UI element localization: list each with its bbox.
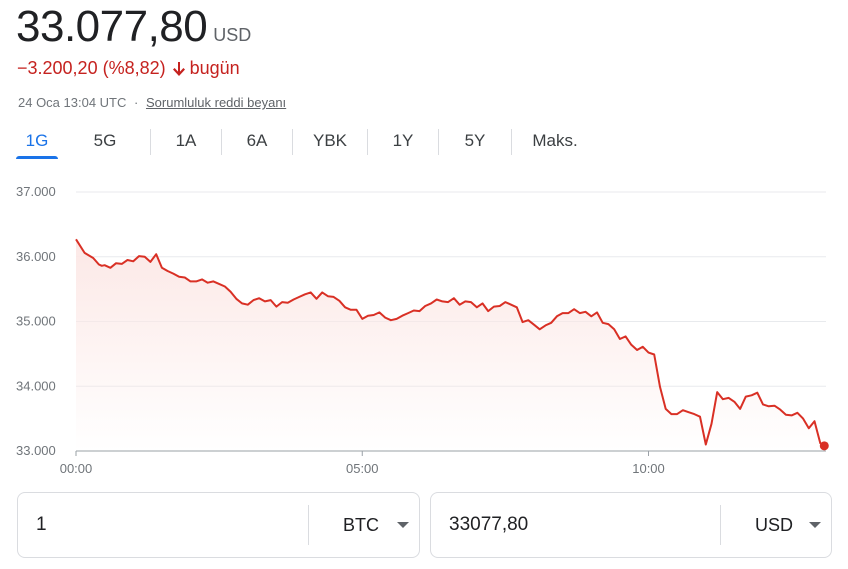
tab-1g[interactable]: 1G <box>16 124 58 159</box>
dropdown-arrow-icon <box>809 522 821 528</box>
current-price: 33.077,80 <box>16 2 208 51</box>
y-tick-label: 33.000 <box>16 443 56 458</box>
series-line <box>75 238 825 447</box>
meta-row: 24 Oca 13:04 UTC · Sorumluluk reddi beya… <box>18 95 286 110</box>
y-tick-label: 36.000 <box>16 249 56 264</box>
price-currency: USD <box>213 25 252 45</box>
y-tick-label: 35.000 <box>16 314 56 329</box>
x-tick-label: 05:00 <box>346 461 379 476</box>
tab-6a[interactable]: 6A <box>246 131 268 150</box>
converter-to: USD <box>430 492 832 558</box>
tab-separator <box>292 129 293 155</box>
converter-divider <box>720 505 721 545</box>
tab-separator <box>511 129 512 155</box>
x-tick-label: 00:00 <box>60 461 93 476</box>
disclaimer-link[interactable]: Sorumluluk reddi beyanı <box>145 95 287 110</box>
tab-ybk[interactable]: YBK <box>312 131 348 150</box>
tab-5y[interactable]: 5Y <box>464 131 486 150</box>
tab-5g[interactable]: 5G <box>93 131 117 150</box>
from-currency-select[interactable]: BTC <box>309 493 419 557</box>
to-currency-select[interactable]: USD <box>721 493 831 557</box>
meta-separator: · <box>134 95 139 110</box>
x-tick-label: 10:00 <box>632 461 665 476</box>
arrow-down-icon <box>172 61 186 77</box>
tab-separator <box>367 129 368 155</box>
to-amount-input[interactable] <box>431 492 720 558</box>
price-change-row: −3.200,20 (%8,82) bugün <box>17 58 240 79</box>
dropdown-arrow-icon <box>397 522 409 528</box>
from-currency-label: BTC <box>343 514 379 535</box>
current-point-marker <box>819 441 829 451</box>
tab-1a[interactable]: 1A <box>175 131 197 150</box>
tab-separator <box>150 129 151 155</box>
from-amount-input[interactable] <box>18 492 308 558</box>
to-currency-label: USD <box>755 514 794 535</box>
series-area <box>76 239 825 451</box>
price-row: 33.077,80 USD <box>16 2 251 52</box>
range-tabs: 1G 5G 1A 6A YBK 1Y 5Y Maks. <box>16 124 598 160</box>
timestamp: 24 Oca 13:04 UTC <box>18 95 127 110</box>
converter-divider <box>308 505 309 545</box>
y-tick-label: 37.000 <box>16 184 56 199</box>
tab-1y[interactable]: 1Y <box>392 131 414 150</box>
price-change: −3.200,20 (%8,82) <box>17 58 166 78</box>
change-period: bugün <box>189 58 240 78</box>
y-tick-label: 34.000 <box>16 378 56 393</box>
tab-separator <box>221 129 222 155</box>
tab-maks[interactable]: Maks. <box>532 131 578 150</box>
price-chart[interactable]: 33.000 34.000 35.000 36.000 37.000 00:00 05:00… <box>0 178 848 478</box>
tab-separator <box>438 129 439 155</box>
converter-from: BTC <box>17 492 420 558</box>
